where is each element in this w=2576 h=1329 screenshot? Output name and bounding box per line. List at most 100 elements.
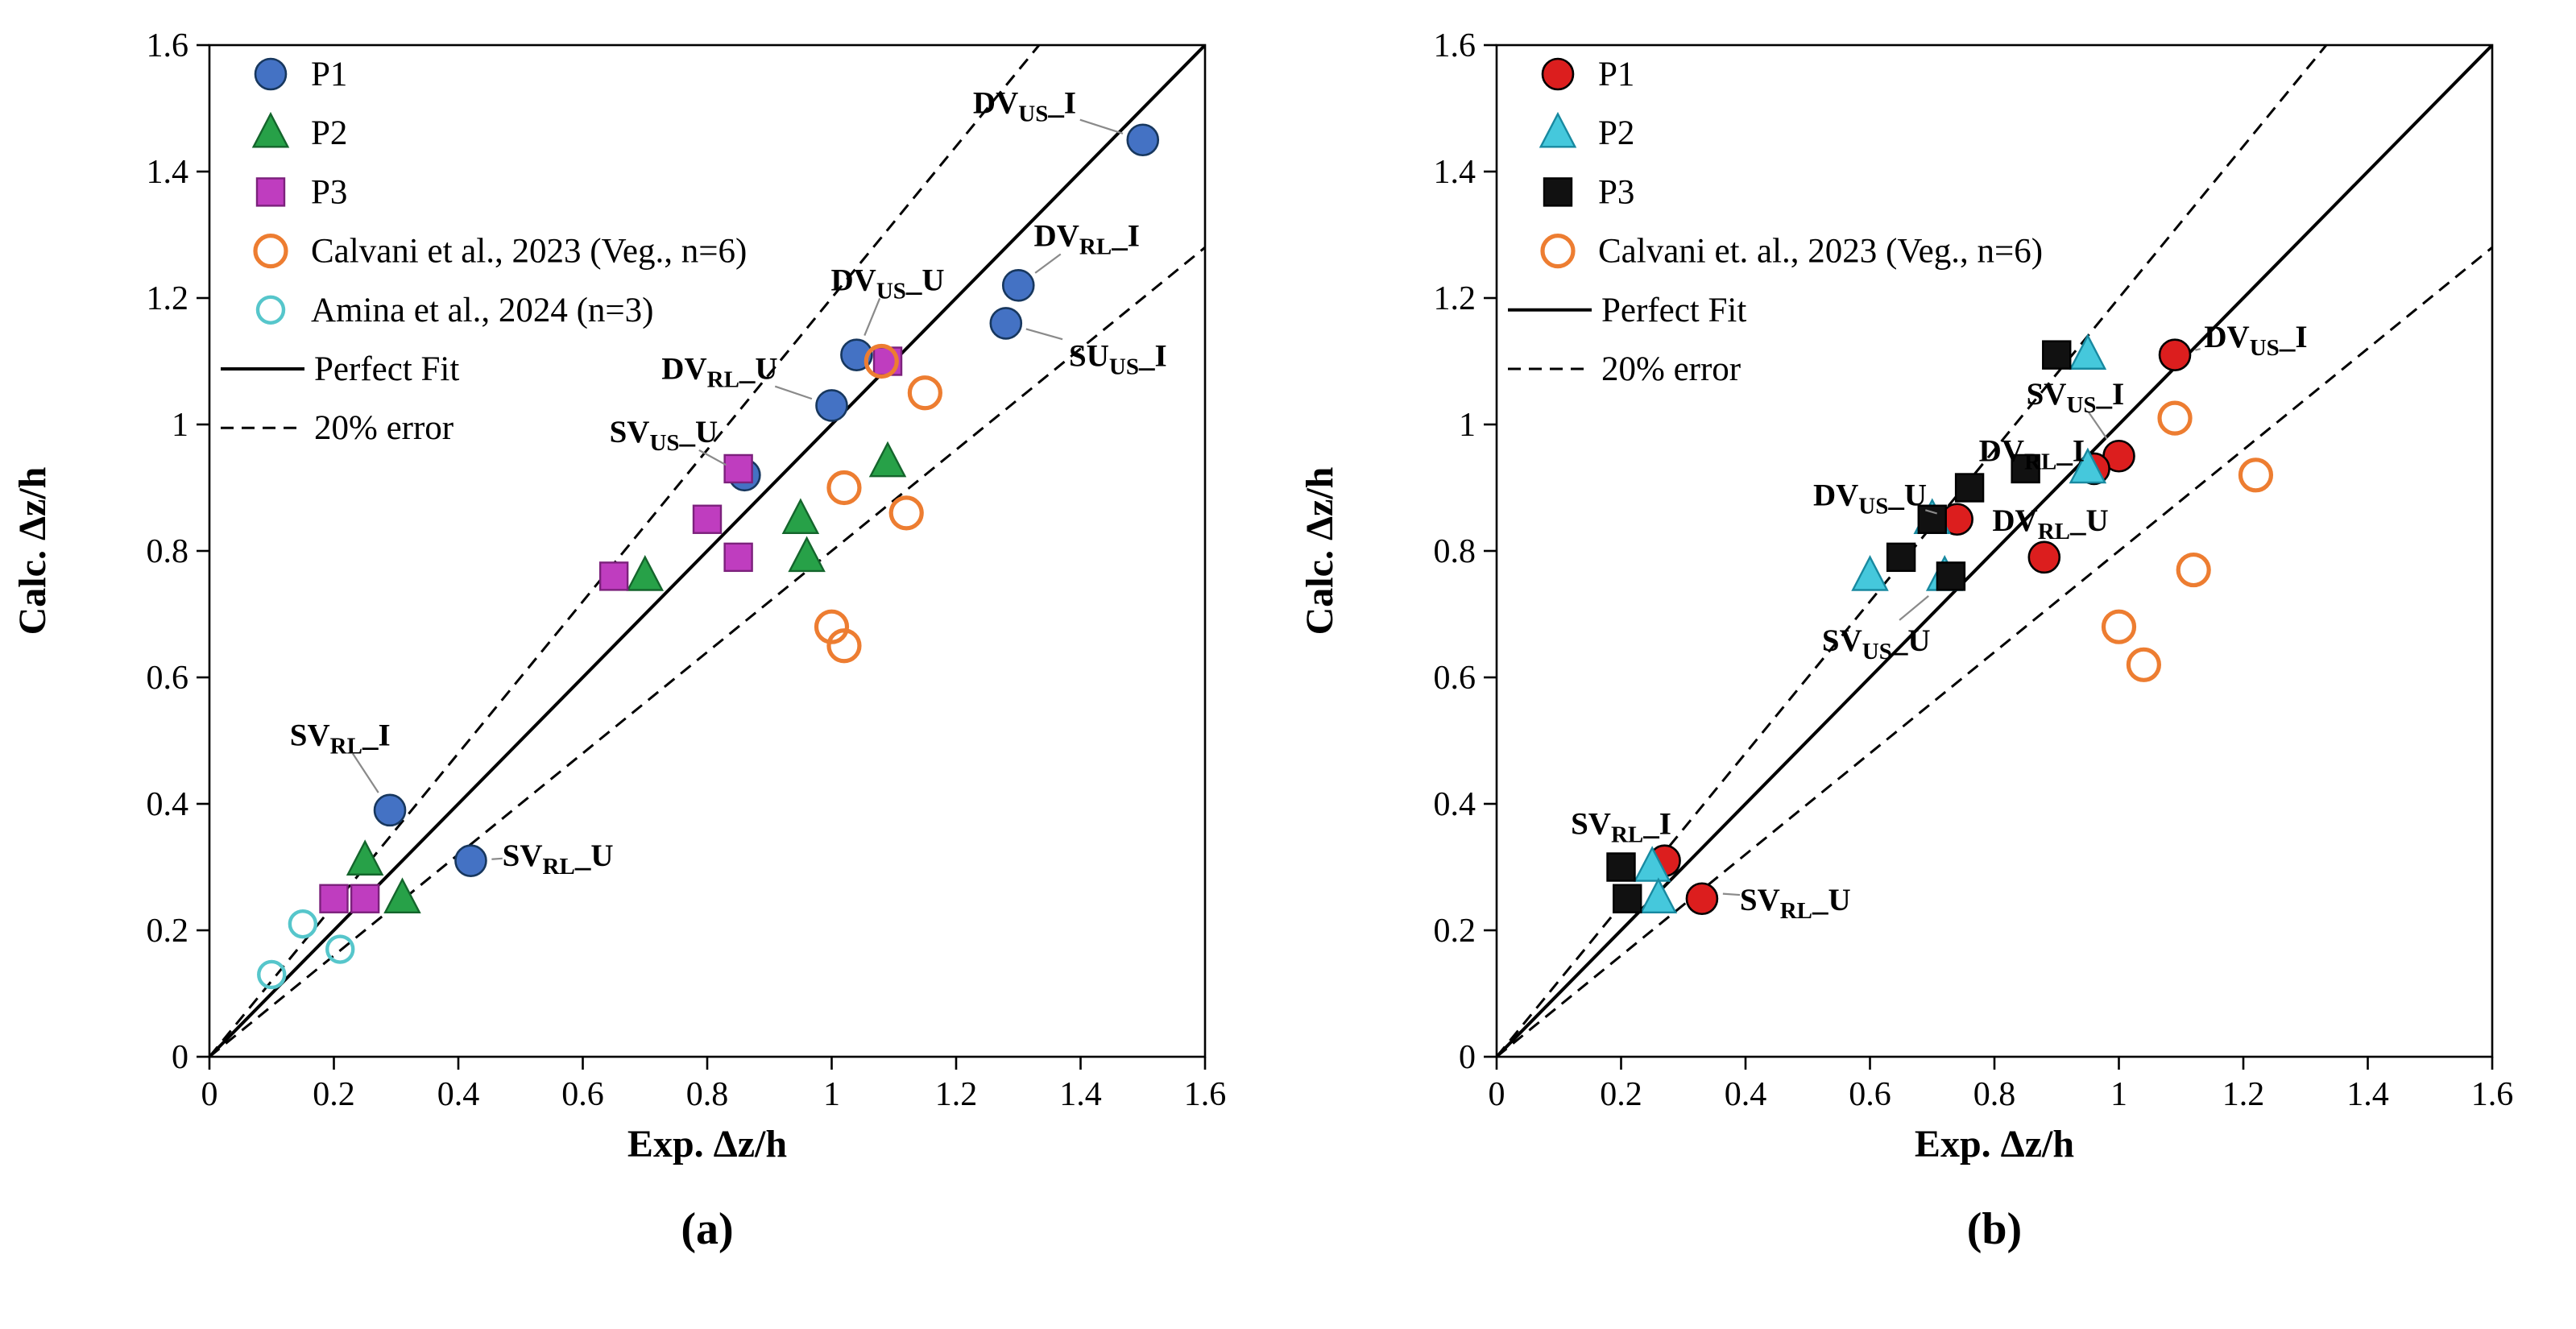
- marker-circle: [373, 793, 407, 827]
- annotation-label: DVRL_I: [1034, 219, 1140, 260]
- marker-circle: [454, 844, 487, 877]
- x-axis-title: Exp. Δz/h: [627, 1123, 787, 1165]
- y-tick-label: 0: [172, 1039, 188, 1076]
- y-axis-title: Calc. Δz/h: [1298, 467, 1341, 636]
- y-axis: 0 0.2 0.4 0.6 0.8 1 1.2 1.4 1.6: [1434, 27, 1497, 1076]
- marker-open-circle: [888, 495, 924, 531]
- marker-triangle: [626, 555, 665, 591]
- x-axis: 0 0.2 0.4 0.6 0.8 1 1.2 1.4 1.6: [201, 1057, 1227, 1113]
- legend-label: Calvani et al., 2023 (Veg., n=6): [311, 233, 747, 271]
- legend-label: 20% error: [1601, 350, 1741, 388]
- marker-open-circle: [814, 609, 850, 644]
- marker-square: [692, 504, 723, 534]
- annotation-leader: [1079, 118, 1124, 135]
- marker-open-circle: [257, 959, 287, 990]
- x-tick-label: 0.8: [686, 1076, 729, 1113]
- marker-open-circle: [288, 909, 318, 939]
- marker-circle: [2158, 338, 2192, 371]
- annotation-label: DVRL_I: [1979, 433, 2085, 474]
- legend: P1 P2 P3 Calvani et al., 2023 (Veg., n=6) Am…: [221, 56, 747, 447]
- marker-open-circle: [325, 934, 355, 964]
- y-tick-label: 1: [172, 407, 188, 444]
- marker-circle: [2027, 540, 2061, 574]
- error-line: [1497, 246, 2492, 1057]
- panel-a-caption: (a): [681, 1205, 734, 1255]
- y-tick-label: 0.8: [1434, 533, 1476, 570]
- annotation-label: SVUS_U: [610, 415, 719, 456]
- legend-label: P2: [311, 114, 347, 152]
- annotations: DVUS_I DVRL_I SUUS_I DVUS_U DVRL_U SVUS_U SVRL…: [290, 86, 1167, 880]
- annotation-label: DVRL_U: [1992, 503, 2108, 544]
- marker-open-circle: [863, 343, 899, 379]
- y-tick-label: 0.6: [147, 660, 189, 697]
- marker-triangle: [1851, 555, 1889, 591]
- y-tick-label: 1.4: [147, 154, 189, 191]
- panel-b-caption: (b): [1966, 1205, 2023, 1255]
- x-tick-label: 0.2: [1600, 1076, 1642, 1113]
- y-tick-label: 0.2: [1434, 913, 1476, 950]
- marker-triangle: [781, 498, 820, 535]
- annotation-label: SVUS_U: [1822, 623, 1931, 664]
- legend-label: P3: [1598, 173, 1634, 211]
- x-tick-label: 1: [823, 1076, 840, 1113]
- marker-square: [319, 884, 349, 913]
- series-P2: [1633, 333, 2107, 914]
- marker-circle: [1126, 123, 1160, 157]
- y-tick-label: 0.8: [147, 533, 189, 570]
- y-tick-label: 0.4: [147, 786, 189, 823]
- marker-square: [1954, 473, 1985, 503]
- panel-a: 0 0.2 0.4 0.6 0.8 1 1.2 1.4 1.6 0 0.2 0.4 0.6 0.8 1 1.2…: [0, 10, 1287, 1257]
- legend-label: Perfect Fit: [314, 350, 459, 388]
- annotation-label: DVUS_U: [1813, 478, 1927, 519]
- marker-open-circle: [907, 375, 942, 411]
- marker-triangle: [2069, 333, 2107, 370]
- y-tick-label: 0: [1459, 1039, 1476, 1076]
- chart-b: 0 0.2 0.4 0.6 0.8 1 1.2 1.4 1.6 0 0.2 0.4 0.6 0.8 1 1.2…: [1298, 27, 2513, 1165]
- legend: P1 P2 P3 Calvani et. al., 2023 (Veg., n=6) P…: [1508, 56, 2043, 388]
- series-P3: [1606, 340, 2072, 913]
- x-tick-label: 0.6: [1849, 1076, 1891, 1113]
- annotation-leader: [774, 385, 813, 400]
- marker-circle: [989, 307, 1023, 340]
- x-tick-label: 1.2: [935, 1076, 978, 1113]
- annotation-label: DVUS_U: [830, 263, 944, 304]
- y-tick-label: 0.6: [1434, 660, 1476, 697]
- marker-triangle: [1539, 111, 1577, 148]
- chart-a: 0 0.2 0.4 0.6 0.8 1 1.2 1.4 1.6 0 0.2 0.4 0.6 0.8 1 1.2…: [11, 27, 1227, 1165]
- marker-open-circle: [2238, 457, 2274, 493]
- legend-label: 20% error: [314, 409, 453, 447]
- marker-square: [723, 453, 753, 484]
- annotation-label: SVRL_I: [1571, 807, 1671, 848]
- marker-circle: [1685, 882, 1719, 916]
- marker-open-circle: [2126, 647, 2162, 682]
- annotation-label: SVRL_I: [290, 718, 391, 760]
- annotation-leader: [1899, 595, 1929, 621]
- marker-square: [1613, 884, 1642, 913]
- two-panel-scatter-figure: 0 0.2 0.4 0.6 0.8 1 1.2 1.4 1.6 0 0.2 0.4 0.6 0.8 1 1.2…: [0, 10, 2513, 1257]
- annotation-label: DVRL_U: [661, 351, 777, 392]
- marker-square: [598, 561, 629, 591]
- x-tick-label: 1.6: [1184, 1076, 1227, 1113]
- marker-square: [2011, 453, 2040, 484]
- x-tick-label: 0: [201, 1076, 218, 1113]
- marker-open-circle: [253, 234, 288, 269]
- annotation-leader: [1924, 509, 1937, 515]
- marker-circle: [815, 389, 848, 422]
- marker-open-circle: [1540, 234, 1576, 269]
- marker-square: [350, 884, 380, 913]
- legend-label: P2: [1598, 114, 1634, 152]
- marker-triangle: [346, 839, 384, 876]
- annotations: DVUS_I SVUS_I DVRL_I DVUS_U DVRL_U SVUS_U SVRL…: [1571, 320, 2307, 924]
- marker-square: [1936, 561, 1966, 591]
- y-tick-label: 1.2: [1434, 280, 1476, 317]
- marker-square: [1886, 542, 1916, 573]
- y-tick-label: 0.4: [1434, 786, 1476, 823]
- marker-triangle: [1633, 846, 1671, 882]
- x-tick-label: 0.4: [437, 1076, 480, 1113]
- annotation-label: SVUS_I: [2027, 377, 2125, 418]
- x-axis-title: Exp. Δz/h: [1915, 1123, 2074, 1165]
- error-line: [209, 246, 1205, 1057]
- series-Calvani-et-al-2023-Veg-n-6-: [2101, 400, 2274, 682]
- series-Amina-et-al-2024-n-3-: [257, 909, 355, 990]
